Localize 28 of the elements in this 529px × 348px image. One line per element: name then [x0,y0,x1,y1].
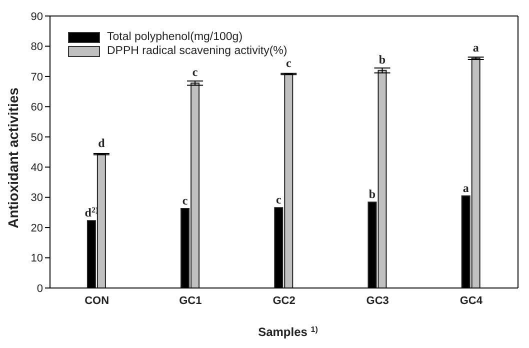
x-tick-label: GC2 [272,294,296,307]
y-axis-title: Antioxidant activities [5,87,21,228]
y-tick-label: 60 [30,102,43,114]
x-axis-title: Samples $^{1)}$ [258,324,318,339]
x-tick-label: CON [84,294,110,307]
y-tick-label: 10 [30,252,43,265]
annotation: a [472,40,479,54]
annotation: c [276,192,282,207]
x-tick-label: GC4 [460,294,484,307]
annotation: c [182,194,188,208]
x-tick-label: GC1 [179,294,202,307]
annotation: d [98,136,106,150]
y-tick-label: 80 [30,41,43,54]
x-tick-label: GC3 [366,294,389,307]
y-tick-label: 70 [30,71,43,84]
y-tick-label: 20 [30,222,43,234]
annotation: c [192,65,198,80]
legend-label: Total polyphenol(mg/100g) [106,30,244,44]
annotation: c [286,56,292,70]
y-tick-label: 50 [30,132,43,144]
y-tick-label: 0 [36,282,43,295]
legend-label: DPPH radical scavening activity(%) [106,44,288,58]
annotation: b [368,187,376,202]
y-tick-label: 40 [30,162,43,174]
annotation: a [462,180,469,195]
y-tick-label: 90 [30,10,43,23]
annotation: b [378,52,386,66]
y-tick-label: 30 [30,192,43,204]
